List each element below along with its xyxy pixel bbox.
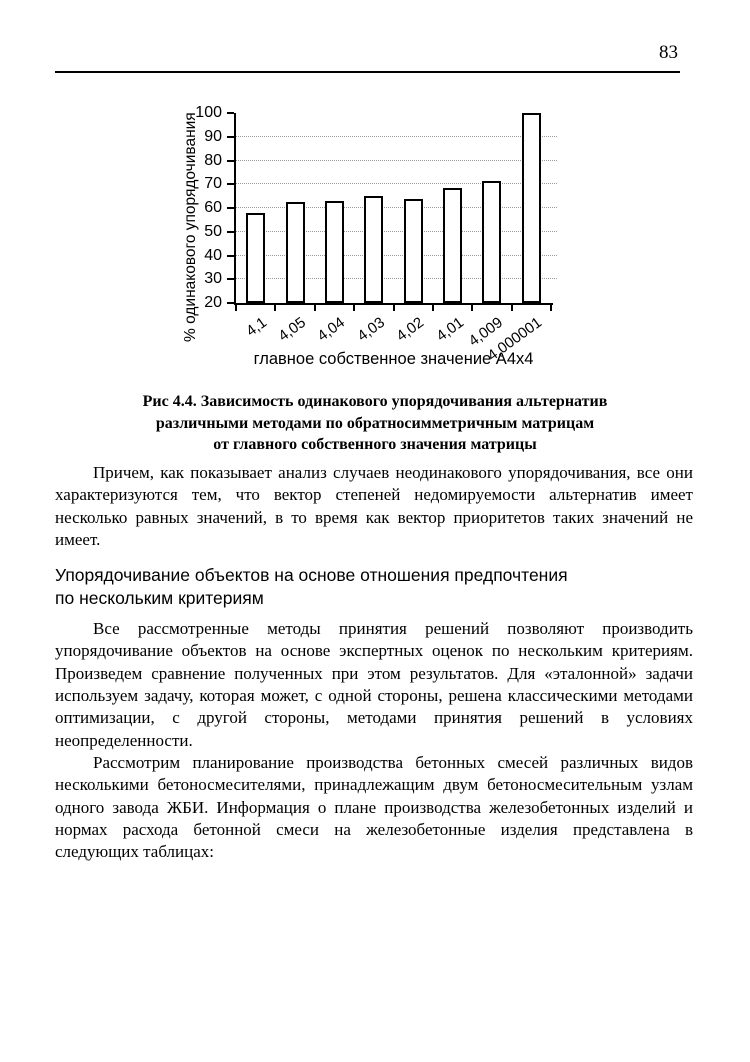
y-axis-tick-label: 80 (204, 151, 222, 169)
body-text: Причем, как показывает анализ случаев не… (55, 462, 693, 863)
plot-area (234, 113, 553, 305)
chart-bar (521, 113, 541, 303)
x-axis-tick (510, 305, 513, 311)
gridline (236, 135, 557, 137)
y-axis-tick (227, 302, 234, 304)
gridline (236, 230, 557, 232)
y-axis-tick-label: 90 (204, 127, 222, 145)
gridline (236, 159, 557, 161)
x-axis-tick (235, 305, 237, 311)
gridline (236, 183, 557, 185)
gridline (236, 254, 557, 256)
y-axis-tick (227, 183, 234, 186)
page-number: 83 (659, 42, 678, 63)
gridline (236, 278, 557, 280)
chart-bar (364, 196, 384, 303)
x-axis-tick (471, 305, 474, 311)
gridline (236, 207, 557, 208)
y-axis-tick (227, 230, 234, 233)
chart-bar (285, 202, 305, 303)
x-axis-tick (550, 305, 552, 311)
y-axis-tick-label: 100 (195, 104, 222, 121)
figure-chart: % одинакового упорядочивания главное соб… (0, 100, 750, 392)
chart-bar (443, 187, 463, 303)
y-axis-tick (227, 207, 234, 209)
chart-bar (246, 212, 266, 303)
x-axis-tick (431, 305, 434, 311)
chart-bar (403, 198, 423, 303)
y-axis-tick (227, 159, 234, 162)
chart-bar (324, 200, 344, 303)
chart-bar (482, 180, 502, 303)
y-axis-tick-label: 50 (204, 222, 222, 240)
y-axis-tick-label: 20 (204, 294, 222, 311)
header-rule (55, 71, 680, 73)
section-heading-line: Упорядочивание объектов на основе отноше… (55, 565, 568, 586)
paragraph-1: Причем, как показывает анализ случаев не… (55, 463, 693, 549)
y-axis-tick-label: 40 (204, 246, 222, 264)
figure-caption: Рис 4.4. Зависимость одинакового упорядо… (0, 391, 750, 456)
x-axis-title: главное собственное значение А4х4 (253, 350, 534, 368)
section-heading: Упорядочивание объектов на основе отноше… (55, 564, 693, 610)
caption-line: от главного собственного значения матриц… (213, 436, 537, 453)
x-axis-tick (313, 305, 316, 311)
paragraph-3: Рассмотрим планирование производства бет… (55, 752, 693, 862)
caption-line: различными методами по обратносимметричн… (155, 414, 595, 432)
y-axis-tick (227, 135, 234, 138)
x-axis-tick (274, 305, 277, 311)
section-heading-line: по нескольким критериям (55, 588, 264, 609)
caption-line: Рис 4.4. Зависимость одинакового упорядо… (142, 393, 608, 410)
x-axis-tick (353, 305, 356, 311)
paragraph-2: Все рассмотренные методы принятия решени… (55, 619, 693, 750)
y-axis-tick (227, 112, 234, 114)
y-axis-tick (227, 278, 234, 281)
y-axis-tick-label: 30 (204, 270, 222, 288)
y-axis-tick (227, 254, 234, 257)
x-axis-tick (392, 305, 395, 311)
y-axis-tick-label: 60 (204, 199, 222, 216)
y-axis-tick-label: 70 (204, 175, 222, 193)
